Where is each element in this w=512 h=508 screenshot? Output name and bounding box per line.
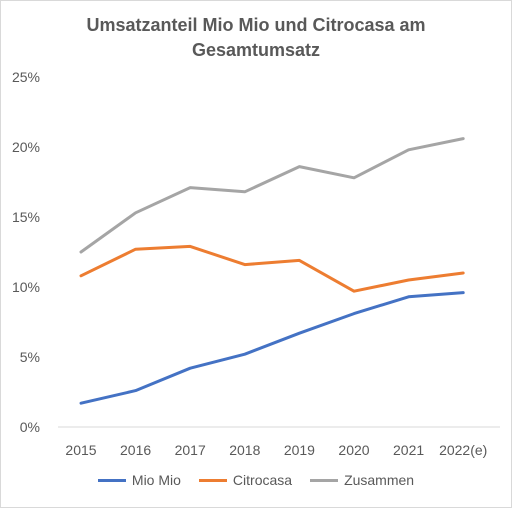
- x-tick-label: 2015: [65, 442, 96, 458]
- x-tick-label: 2018: [229, 442, 260, 458]
- series-lines: [79, 137, 465, 405]
- y-tick-label: 15%: [12, 209, 40, 225]
- y-tick-label: 25%: [12, 69, 40, 85]
- x-tick-label: 2016: [120, 442, 151, 458]
- x-tick-label: 2019: [284, 442, 315, 458]
- y-tick-label: 5%: [20, 349, 40, 365]
- x-axis-ticks: 2015 2016 2017 2018 2019 2020 2021 2022(e): [65, 442, 487, 458]
- chart-title-line-2: Gesamtumsatz: [191, 40, 321, 60]
- y-tick-label: 0%: [20, 419, 40, 435]
- legend-item-zusammen: Zusammen: [310, 472, 414, 488]
- legend-swatch-zusammen: [310, 478, 339, 482]
- legend-label-mio-mio: Mio Mio: [131, 472, 181, 488]
- legend-item-mio-mio: Mio Mio: [97, 472, 181, 488]
- legend-label-citrocasa: Citrocasa: [232, 472, 293, 488]
- y-tick-label: 10%: [12, 279, 40, 295]
- y-tick-label: 20%: [12, 139, 40, 155]
- chart-title-line-1: Umsatzanteil Mio Mio und Citrocasa am: [86, 15, 426, 35]
- legend-swatch-citrocasa: [198, 478, 227, 482]
- legend-swatch-mio-mio: [97, 478, 126, 482]
- legend-item-citrocasa: Citrocasa: [198, 472, 293, 488]
- legend: Mio Mio Citrocasa Zusammen: [0, 472, 512, 488]
- legend-label-zusammen: Zusammen: [344, 472, 415, 488]
- x-tick-label: 2020: [338, 442, 369, 458]
- y-axis-ticks: 0% 5% 10% 15% 20% 25%: [12, 69, 40, 435]
- x-tick-label: 2021: [393, 442, 424, 458]
- series-line-citrocasa: [79, 244, 465, 293]
- x-tick-label: 2022(e): [439, 442, 487, 458]
- x-tick-label: 2017: [175, 442, 206, 458]
- series-line-zusammen: [79, 137, 465, 254]
- series-line-mio-mio: [79, 291, 465, 405]
